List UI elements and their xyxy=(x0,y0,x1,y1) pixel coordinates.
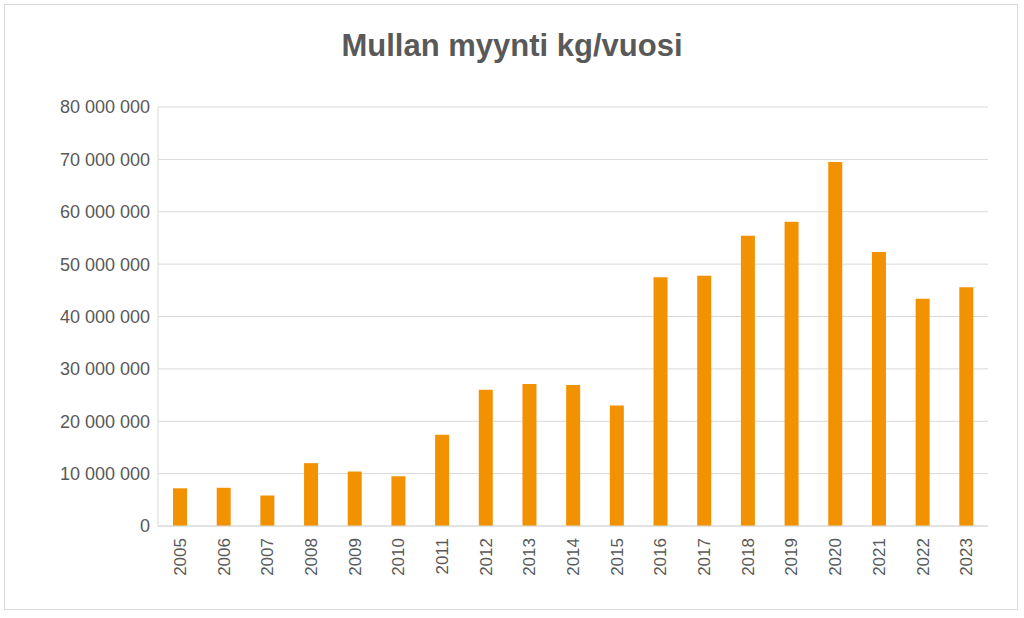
svg-text:2017: 2017 xyxy=(695,538,714,576)
svg-text:10 000 000: 10 000 000 xyxy=(60,464,150,484)
svg-text:60 000 000: 60 000 000 xyxy=(60,202,150,222)
svg-text:2009: 2009 xyxy=(346,538,365,576)
svg-text:2010: 2010 xyxy=(389,538,408,576)
svg-text:30 000 000: 30 000 000 xyxy=(60,359,150,379)
svg-text:2016: 2016 xyxy=(651,538,670,576)
html-text:Mullan myynti kg/vuosi: Mullan myynti kg/vuosi xyxy=(341,28,683,63)
svg-text:20 000 000: 20 000 000 xyxy=(60,412,150,432)
svg-text:2020: 2020 xyxy=(826,538,845,576)
svg-text:2014: 2014 xyxy=(564,538,583,576)
svg-text:2015: 2015 xyxy=(608,538,627,576)
svg-text:2021: 2021 xyxy=(870,538,889,576)
svg-text:2005: 2005 xyxy=(171,538,190,576)
svg-text:2023: 2023 xyxy=(957,538,976,576)
svg-text:50 000 000: 50 000 000 xyxy=(60,255,150,275)
svg-text:70 000 000: 70 000 000 xyxy=(60,150,150,170)
svg-text:0: 0 xyxy=(140,516,150,536)
svg-text:2018: 2018 xyxy=(739,538,758,576)
svg-text:2019: 2019 xyxy=(782,538,801,576)
svg-text:2006: 2006 xyxy=(215,538,234,576)
svg-text:2007: 2007 xyxy=(258,538,277,576)
svg-text:80 000 000: 80 000 000 xyxy=(60,97,150,117)
svg-text:2011: 2011 xyxy=(433,538,452,575)
svg-text:2013: 2013 xyxy=(520,538,539,576)
svg-text:2008: 2008 xyxy=(302,538,321,576)
svg-text:2012: 2012 xyxy=(477,538,496,576)
svg-text:2022: 2022 xyxy=(914,538,933,576)
svg-text:40 000 000: 40 000 000 xyxy=(60,307,150,327)
